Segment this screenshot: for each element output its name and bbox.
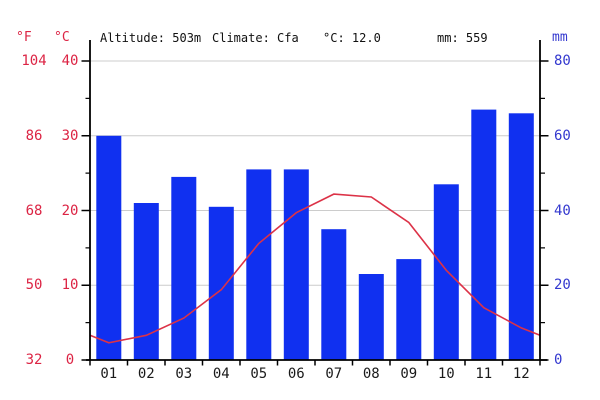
annual-precipitation-label: mm: 559 bbox=[437, 31, 488, 45]
fahrenheit-tick-label: 68 bbox=[25, 202, 43, 219]
millimeter-tick-label: 80 bbox=[554, 53, 571, 69]
month-label-11: 11 bbox=[475, 366, 493, 382]
precip-bar-01 bbox=[96, 135, 122, 361]
millimeter-tick-label: 0 bbox=[554, 352, 563, 368]
fahrenheit-tick-label: 32 bbox=[25, 352, 43, 368]
celsius-tick-label: 40 bbox=[61, 53, 79, 69]
millimeter-tick-label: 60 bbox=[554, 127, 571, 144]
celsius-tick-label: 10 bbox=[61, 277, 79, 294]
precip-bar-07 bbox=[321, 229, 347, 360]
precip-bar-09 bbox=[396, 259, 422, 360]
climate-class-label: Climate: Cfa bbox=[212, 31, 299, 45]
altitude-label: Altitude: 503m bbox=[100, 31, 202, 45]
month-label-09: 09 bbox=[400, 366, 418, 382]
precip-bar-05 bbox=[246, 169, 272, 360]
month-label-07: 07 bbox=[325, 366, 343, 382]
temperature-line bbox=[89, 193, 541, 344]
month-label-02: 02 bbox=[137, 366, 155, 382]
fahrenheit-tick-label: 50 bbox=[25, 277, 43, 294]
precip-bar-11 bbox=[471, 109, 497, 360]
month-label-01: 01 bbox=[100, 366, 118, 382]
precip-bar-03 bbox=[171, 176, 197, 360]
millimeter-tick-label: 20 bbox=[554, 277, 571, 294]
precip-bar-02 bbox=[133, 203, 159, 360]
month-label-03: 03 bbox=[175, 366, 193, 382]
fahrenheit-tick-label: 86 bbox=[25, 127, 43, 144]
precip-bar-08 bbox=[358, 274, 384, 360]
celsius-tick-label: 30 bbox=[61, 127, 79, 144]
precip-bar-10 bbox=[433, 184, 459, 360]
month-label-08: 08 bbox=[362, 366, 380, 382]
month-label-06: 06 bbox=[287, 366, 305, 382]
month-label-05: 05 bbox=[250, 366, 268, 382]
fahrenheit-tick-label: 104 bbox=[21, 53, 47, 69]
month-label-12: 12 bbox=[512, 366, 530, 382]
precip-bar-12 bbox=[508, 113, 534, 360]
precip-bar-06 bbox=[283, 169, 309, 360]
mean-temperature-label: °C: 12.0 bbox=[323, 31, 381, 45]
fahrenheit-axis-unit: °F bbox=[16, 30, 32, 45]
month-label-10: 10 bbox=[437, 366, 455, 382]
celsius-tick-label: 0 bbox=[65, 352, 75, 368]
celsius-axis-unit: °C bbox=[54, 30, 70, 45]
millimeter-axis-unit: mm bbox=[552, 30, 568, 45]
month-label-04: 04 bbox=[212, 366, 230, 382]
precip-bar-04 bbox=[208, 206, 234, 360]
millimeter-tick-label: 40 bbox=[554, 202, 571, 219]
celsius-tick-label: 20 bbox=[61, 202, 79, 219]
